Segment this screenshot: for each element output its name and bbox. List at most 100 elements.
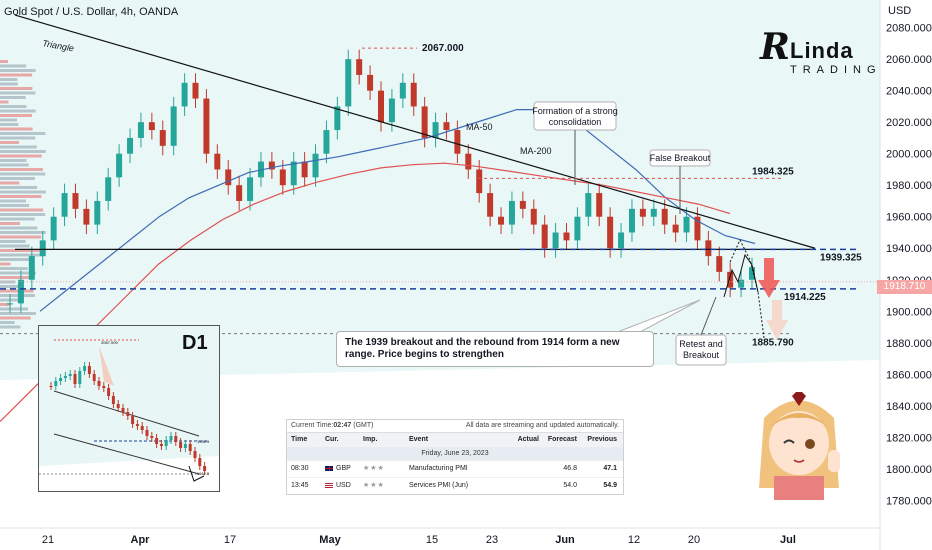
volume-profile-bar bbox=[0, 154, 42, 158]
candle-body bbox=[116, 153, 123, 178]
inset-candle-body bbox=[150, 436, 154, 438]
volume-profile-bar bbox=[0, 60, 8, 63]
volume-profile-bar bbox=[0, 96, 26, 99]
volume-profile-bar bbox=[0, 258, 35, 261]
y-tick-label: 2040.000 bbox=[886, 86, 932, 98]
inset-candle-body bbox=[183, 444, 187, 448]
row-actual bbox=[509, 478, 539, 494]
candle-body bbox=[443, 122, 450, 131]
x-tick-label: 17 bbox=[224, 534, 236, 546]
candle-body bbox=[72, 193, 79, 209]
volume-profile-bar bbox=[0, 213, 46, 216]
candle-body bbox=[312, 153, 319, 178]
inset-channel-lower bbox=[53, 433, 200, 475]
retest-pointer bbox=[700, 296, 717, 336]
volume-profile-bar bbox=[0, 208, 44, 212]
inset-candle-body bbox=[126, 412, 130, 416]
inset-level-1-label: 2067.009 bbox=[101, 340, 118, 345]
candle-body bbox=[508, 200, 515, 225]
row-actual bbox=[509, 461, 539, 477]
inset-candle-body bbox=[169, 436, 173, 440]
volume-profile-bar bbox=[0, 105, 27, 108]
volume-profile-bar bbox=[0, 190, 46, 194]
volume-profile-bar bbox=[0, 204, 30, 207]
candle-body bbox=[61, 193, 68, 217]
candle-body bbox=[367, 74, 374, 91]
candle-body bbox=[628, 208, 635, 233]
row-event[interactable]: Manufacturing PMI bbox=[409, 465, 468, 472]
candle-body bbox=[694, 216, 701, 241]
volume-profile-bar bbox=[0, 253, 46, 257]
candle-body bbox=[192, 82, 199, 99]
row-previous: 54.9 bbox=[603, 482, 617, 489]
projected-alt-path bbox=[729, 238, 765, 339]
d1-label: D1 bbox=[182, 332, 208, 354]
volume-profile-bar bbox=[0, 294, 35, 297]
x-tick-label: Jun bbox=[555, 534, 575, 546]
candle-body bbox=[650, 208, 657, 217]
y-tick-label: 1980.000 bbox=[886, 180, 932, 192]
volume-profile-bar bbox=[0, 307, 29, 311]
candle-body bbox=[356, 59, 363, 75]
y-tick-label: 1900.000 bbox=[886, 306, 932, 318]
inset-candle-body bbox=[73, 374, 77, 384]
inset-candle-body bbox=[155, 438, 159, 444]
y-tick-label: 1880.000 bbox=[886, 338, 932, 350]
level-2067-label: 2067.000 bbox=[422, 43, 464, 54]
candle-body bbox=[214, 153, 221, 170]
volume-profile-bar bbox=[0, 186, 38, 189]
volume-profile-bar bbox=[0, 267, 28, 270]
consolidation-label-2: consolidation bbox=[549, 117, 602, 127]
col-forecast: Forecast bbox=[547, 436, 577, 443]
candle-body bbox=[727, 271, 734, 288]
us-flag-icon bbox=[325, 482, 333, 488]
y-tick-label: 1800.000 bbox=[886, 464, 932, 476]
calendar-topbar: Current Time:02:47 (GMT) All data are st… bbox=[287, 420, 623, 433]
candle-body bbox=[465, 153, 472, 170]
row-forecast: 46.8 bbox=[563, 465, 577, 472]
row-currency: GBP bbox=[325, 461, 363, 477]
projected-path bbox=[723, 253, 759, 298]
candle-body bbox=[399, 82, 406, 99]
analysis-callout: The 1939 breakout and the rebound from 1… bbox=[336, 331, 654, 367]
calendar-date: Friday, June 23, 2023 bbox=[287, 447, 623, 460]
table-row[interactable]: 13:45 USD ★★★ Services PMI (Jun) 54.0 54… bbox=[287, 477, 623, 494]
inset-candle-body bbox=[188, 444, 192, 451]
candle-body bbox=[7, 303, 13, 305]
candle-body bbox=[137, 122, 144, 138]
inset-candle-body bbox=[193, 451, 197, 458]
volume-profile-bar bbox=[0, 172, 46, 176]
ma200-label: MA-200 bbox=[520, 146, 552, 156]
y-tick-label: 1940.000 bbox=[886, 243, 932, 255]
x-tick-label: 12 bbox=[628, 534, 640, 546]
candle-body bbox=[607, 216, 614, 249]
x-tick-label: May bbox=[319, 534, 341, 546]
volume-profile-bar bbox=[0, 136, 36, 140]
y-tick-label: 2060.000 bbox=[886, 54, 932, 66]
candle-body bbox=[345, 59, 352, 107]
candle-body bbox=[301, 161, 308, 178]
current-price-tag: 1918.710 bbox=[877, 280, 932, 294]
volume-profile-bar bbox=[0, 168, 43, 171]
candle-body bbox=[596, 193, 603, 217]
y-tick-label: 1780.000 bbox=[886, 495, 932, 507]
volume-profile-bar bbox=[0, 64, 27, 68]
volume-profile-bar bbox=[0, 316, 31, 320]
row-event[interactable]: Services PMI (Jun) bbox=[409, 482, 469, 489]
candle-body bbox=[618, 232, 625, 249]
retest-label-1: Retest and bbox=[679, 339, 723, 349]
volume-profile-bar bbox=[0, 69, 36, 72]
y-tick-label: 2080.000 bbox=[886, 23, 932, 35]
y-tick-label: 2000.000 bbox=[886, 149, 932, 161]
inset-candle-body bbox=[107, 388, 111, 396]
candle-body bbox=[738, 279, 745, 288]
brand-logo: R Linda TRADING bbox=[760, 26, 876, 76]
volume-profile-bar bbox=[0, 73, 33, 77]
triangle-upper-line bbox=[14, 14, 816, 249]
candle-body bbox=[39, 240, 46, 257]
candle-body bbox=[268, 161, 275, 170]
candle-body bbox=[170, 106, 177, 146]
table-row[interactable]: 08:30 GBP ★★★ Manufacturing PMI 46.8 47.… bbox=[287, 460, 623, 477]
